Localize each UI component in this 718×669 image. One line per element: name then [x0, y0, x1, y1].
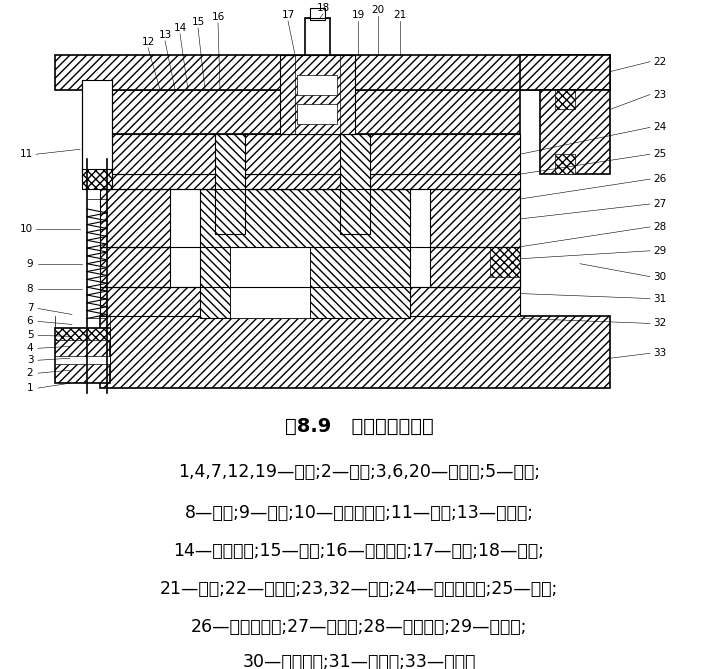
Text: 3: 3 — [27, 355, 33, 365]
Text: 20: 20 — [371, 5, 385, 15]
Bar — [100, 174, 520, 189]
Text: 1: 1 — [27, 383, 33, 393]
Bar — [100, 247, 170, 286]
Text: 11: 11 — [19, 149, 32, 159]
Text: 14: 14 — [173, 23, 187, 33]
Text: 7: 7 — [27, 304, 33, 314]
Text: 26—凸凹模镶件;27—卸料板;28—弹簧挡圈;29—凸凹模;: 26—凸凹模镶件;27—卸料板;28—弹簧挡圈;29—凸凹模; — [191, 617, 527, 636]
Text: 9: 9 — [27, 259, 33, 269]
Text: 18: 18 — [317, 3, 330, 13]
Bar — [555, 155, 575, 174]
Text: 10: 10 — [19, 224, 32, 234]
Text: 19: 19 — [351, 10, 365, 20]
Text: 30—卸料螺钉;31—固定板;33—下模座: 30—卸料螺钉;31—固定板;33—下模座 — [242, 653, 476, 669]
Bar — [230, 247, 310, 318]
Text: 26: 26 — [653, 174, 666, 184]
Text: 31: 31 — [653, 294, 666, 304]
Text: 29: 29 — [653, 246, 666, 256]
Text: 32: 32 — [653, 318, 666, 328]
Bar — [200, 189, 410, 318]
Text: 5: 5 — [27, 330, 33, 341]
Bar — [82, 80, 112, 179]
Bar — [100, 316, 610, 388]
Bar — [55, 328, 110, 341]
Text: 13: 13 — [159, 30, 172, 40]
Text: 21: 21 — [393, 10, 406, 20]
Text: 27: 27 — [653, 199, 666, 209]
Bar — [305, 18, 330, 55]
Text: 2: 2 — [27, 368, 33, 378]
Text: 8—导柱;9—弹簧;10—钢球保持圈;11—导套;13—推件块;: 8—导柱;9—弹簧;10—钢球保持圈;11—导套;13—推件块; — [185, 504, 533, 522]
Text: 28: 28 — [653, 222, 666, 232]
Bar — [340, 134, 370, 234]
Bar — [200, 177, 410, 189]
Bar — [82, 169, 112, 189]
Bar — [100, 286, 520, 316]
Text: 12: 12 — [141, 37, 154, 47]
Text: 14—冲孔凸模;15—推板;16—连接推杆;17—打杆;18—模柄;: 14—冲孔凸模;15—推板;16—连接推杆;17—打杆;18—模柄; — [174, 542, 544, 560]
Text: 4: 4 — [27, 343, 33, 353]
Text: 8: 8 — [27, 284, 33, 294]
Text: 21—衬套;22—上模座;23,32—垫板;24—凸模固定板;25—凹模;: 21—衬套;22—上模座;23,32—垫板;24—凸模固定板;25—凹模; — [160, 579, 558, 597]
Text: 24: 24 — [653, 122, 666, 132]
Bar — [540, 90, 610, 174]
Bar — [100, 189, 170, 247]
Text: 25: 25 — [653, 149, 666, 159]
Text: 6: 6 — [27, 316, 33, 326]
Bar — [490, 247, 520, 277]
Bar — [430, 189, 520, 247]
Text: 17: 17 — [281, 10, 294, 20]
Bar — [430, 247, 520, 286]
Bar — [55, 357, 110, 364]
Text: 图8.9   磁极复合冲裁模: 图8.9 磁极复合冲裁模 — [284, 417, 434, 436]
Text: 23: 23 — [653, 90, 666, 100]
Bar — [55, 55, 610, 90]
Text: 33: 33 — [653, 349, 666, 359]
Bar — [100, 90, 520, 134]
Text: 1,4,7,12,19—螺钉;2—垫圈;3,6,20—圆柱销;5—衬套;: 1,4,7,12,19—螺钉;2—垫圈;3,6,20—圆柱销;5—衬套; — [178, 463, 540, 481]
Bar — [297, 104, 337, 124]
Bar — [55, 328, 110, 383]
Text: 30: 30 — [653, 272, 666, 282]
Bar — [520, 55, 610, 90]
Bar — [215, 134, 245, 234]
Bar — [280, 55, 355, 134]
Bar — [555, 90, 575, 110]
Text: 16: 16 — [211, 12, 225, 22]
Bar — [100, 134, 520, 174]
Text: 15: 15 — [192, 17, 205, 27]
Text: 22: 22 — [653, 57, 666, 67]
Bar — [310, 8, 325, 20]
Bar — [297, 75, 337, 94]
